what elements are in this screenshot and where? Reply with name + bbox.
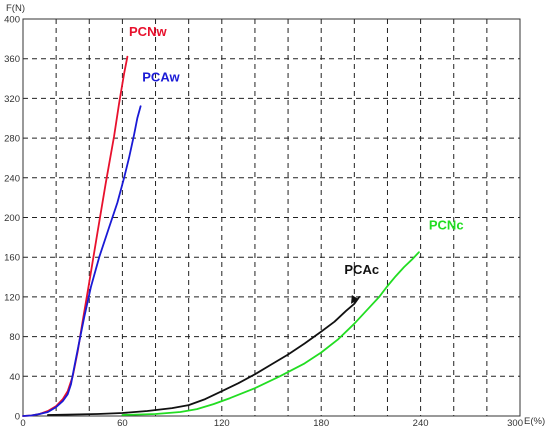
y-axis-title: F(N) [6,3,25,14]
y-tick-label: 120 [4,292,20,303]
y-tick-label: 40 [9,372,20,383]
y-tick-label: 280 [4,134,20,145]
y-tick-label: 240 [4,173,20,184]
grid [22,18,521,417]
y-tick-label: 200 [4,213,20,224]
y-tick-label: 320 [4,94,20,105]
series-line-pcaw [22,105,142,417]
series-label-pcac: PCAc [344,262,379,277]
x-tick-label: 60 [117,418,128,429]
series-label-pcnc: PCNc [429,217,464,232]
series-labels: PCNw PCAw PCAc PCNc [129,24,464,277]
series-line-pcac [47,296,361,416]
x-tick-label: 300 [507,418,523,429]
series-line-pcnc [121,251,420,416]
x-axis-title: E(%) [524,416,545,427]
x-tick-label: 0 [20,418,25,429]
arrowhead-marker [351,294,359,304]
x-tick-label: 240 [413,418,429,429]
y-tick-label: 80 [9,332,20,343]
tick-labels: 0 40 80 120 160 200 240 280 320 360 400 0 60 120 180 24… [4,15,523,430]
x-tick-label: 180 [313,418,329,429]
y-tick-label: 400 [4,15,20,26]
series-label-pcaw: PCAw [142,70,180,85]
series-label-pcnw: PCNw [129,24,167,39]
y-tick-label: 160 [4,253,20,264]
y-tick-label: 0 [15,412,20,423]
y-tick-label: 360 [4,54,20,65]
x-tick-label: 120 [214,418,230,429]
series [22,55,420,417]
